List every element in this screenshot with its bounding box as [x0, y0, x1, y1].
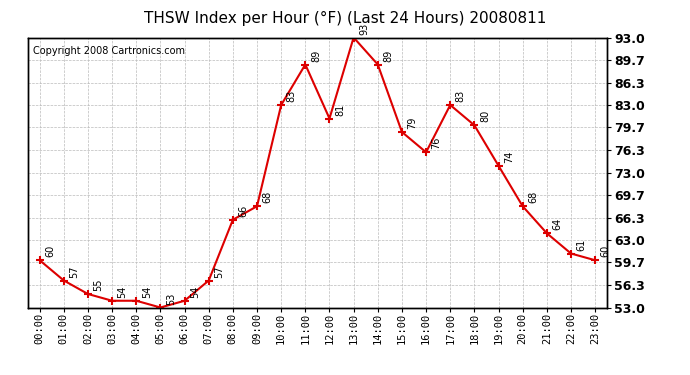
Text: 80: 80	[480, 110, 490, 123]
Text: 57: 57	[215, 265, 224, 278]
Text: 66: 66	[239, 205, 248, 217]
Text: 83: 83	[456, 90, 466, 102]
Text: 55: 55	[94, 279, 104, 291]
Text: 54: 54	[118, 286, 128, 298]
Text: 74: 74	[504, 151, 514, 163]
Text: 60: 60	[46, 245, 55, 258]
Text: 54: 54	[190, 286, 200, 298]
Text: 64: 64	[553, 218, 562, 231]
Text: Copyright 2008 Cartronics.com: Copyright 2008 Cartronics.com	[33, 46, 186, 56]
Text: 60: 60	[601, 245, 611, 258]
Text: 68: 68	[529, 191, 538, 204]
Text: 68: 68	[263, 191, 273, 204]
Text: 57: 57	[70, 265, 79, 278]
Text: 89: 89	[384, 50, 393, 62]
Text: 53: 53	[166, 292, 176, 305]
Text: THSW Index per Hour (°F) (Last 24 Hours) 20080811: THSW Index per Hour (°F) (Last 24 Hours)…	[144, 11, 546, 26]
Text: 81: 81	[335, 104, 345, 116]
Text: 79: 79	[408, 117, 417, 129]
Text: 61: 61	[577, 238, 586, 251]
Text: 89: 89	[311, 50, 321, 62]
Text: 93: 93	[359, 22, 369, 35]
Text: 54: 54	[142, 286, 152, 298]
Text: 83: 83	[287, 90, 297, 102]
Text: 76: 76	[432, 137, 442, 150]
